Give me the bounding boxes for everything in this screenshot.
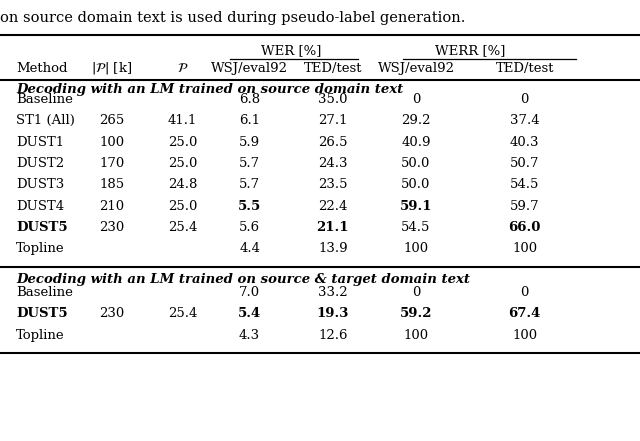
Text: 50.0: 50.0 — [401, 157, 431, 170]
Text: 4.4: 4.4 — [239, 243, 260, 255]
Text: 0: 0 — [412, 93, 420, 106]
Text: 22.4: 22.4 — [318, 200, 348, 213]
Text: 40.3: 40.3 — [510, 135, 540, 149]
Text: 4.3: 4.3 — [239, 329, 260, 342]
Text: 5.4: 5.4 — [238, 307, 261, 320]
Text: Baseline: Baseline — [16, 93, 73, 106]
Text: 210: 210 — [99, 200, 125, 213]
Text: 29.2: 29.2 — [401, 114, 431, 127]
Text: DUST4: DUST4 — [16, 200, 64, 213]
Text: 54.5: 54.5 — [510, 178, 540, 191]
Text: 50.0: 50.0 — [401, 178, 431, 191]
Text: DUST5: DUST5 — [16, 221, 68, 234]
Text: 230: 230 — [99, 307, 125, 320]
Text: ST1 (All): ST1 (All) — [16, 114, 75, 127]
Text: Decoding with an LM trained on source domain text: Decoding with an LM trained on source do… — [16, 83, 403, 96]
Text: DUST5: DUST5 — [16, 307, 68, 320]
Text: 0: 0 — [520, 93, 529, 106]
Text: WSJ/eval92: WSJ/eval92 — [378, 62, 454, 75]
Text: 50.7: 50.7 — [510, 157, 540, 170]
Text: TED/test: TED/test — [303, 62, 362, 75]
Text: Topline: Topline — [16, 243, 65, 255]
Text: 25.0: 25.0 — [168, 135, 197, 149]
Text: 40.9: 40.9 — [401, 135, 431, 149]
Text: 100: 100 — [512, 243, 538, 255]
Text: on source domain text is used during pseudo-label generation.: on source domain text is used during pse… — [0, 11, 465, 25]
Text: 41.1: 41.1 — [168, 114, 197, 127]
Text: 37.4: 37.4 — [510, 114, 540, 127]
Text: 100: 100 — [99, 135, 125, 149]
Text: 23.5: 23.5 — [318, 178, 348, 191]
Text: DUST2: DUST2 — [16, 157, 64, 170]
Text: 12.6: 12.6 — [318, 329, 348, 342]
Text: Method: Method — [16, 62, 67, 75]
Text: 265: 265 — [99, 114, 125, 127]
Text: 185: 185 — [99, 178, 125, 191]
Text: 5.9: 5.9 — [239, 135, 260, 149]
Text: 5.7: 5.7 — [239, 178, 260, 191]
Text: DUST1: DUST1 — [16, 135, 64, 149]
Text: Topline: Topline — [16, 329, 65, 342]
Text: 24.3: 24.3 — [318, 157, 348, 170]
Text: $\mathcal{P}$: $\mathcal{P}$ — [177, 62, 188, 75]
Text: 24.8: 24.8 — [168, 178, 197, 191]
Text: 230: 230 — [99, 221, 125, 234]
Text: 21.1: 21.1 — [317, 221, 349, 234]
Text: 5.6: 5.6 — [239, 221, 260, 234]
Text: 100: 100 — [403, 329, 429, 342]
Text: TED/test: TED/test — [495, 62, 554, 75]
Text: DUST3: DUST3 — [16, 178, 64, 191]
Text: Decoding with an LM trained on source & target domain text: Decoding with an LM trained on source & … — [16, 273, 470, 286]
Text: 67.4: 67.4 — [509, 307, 541, 320]
Text: 0: 0 — [412, 286, 420, 299]
Text: 25.0: 25.0 — [168, 157, 197, 170]
Text: 59.2: 59.2 — [400, 307, 432, 320]
Text: 25.0: 25.0 — [168, 200, 197, 213]
Text: 54.5: 54.5 — [401, 221, 431, 234]
Text: 59.1: 59.1 — [400, 200, 432, 213]
Text: 27.1: 27.1 — [318, 114, 348, 127]
Text: 26.5: 26.5 — [318, 135, 348, 149]
Text: 100: 100 — [512, 329, 538, 342]
Text: WSJ/eval92: WSJ/eval92 — [211, 62, 288, 75]
Text: 59.7: 59.7 — [510, 200, 540, 213]
Text: 5.5: 5.5 — [238, 200, 261, 213]
Text: 33.2: 33.2 — [318, 286, 348, 299]
Text: Baseline: Baseline — [16, 286, 73, 299]
Text: 6.8: 6.8 — [239, 93, 260, 106]
Text: 66.0: 66.0 — [509, 221, 541, 234]
Text: 13.9: 13.9 — [318, 243, 348, 255]
Text: 35.0: 35.0 — [318, 93, 348, 106]
Text: 0: 0 — [520, 286, 529, 299]
Text: 7.0: 7.0 — [239, 286, 260, 299]
Text: WERR [%]: WERR [%] — [435, 44, 506, 57]
Text: 25.4: 25.4 — [168, 221, 197, 234]
Text: 170: 170 — [99, 157, 125, 170]
Text: 6.1: 6.1 — [239, 114, 260, 127]
Text: 100: 100 — [403, 243, 429, 255]
Text: $|\mathcal{P}|$ [k]: $|\mathcal{P}|$ [k] — [92, 60, 132, 76]
Text: WER [%]: WER [%] — [261, 44, 321, 57]
Text: 19.3: 19.3 — [317, 307, 349, 320]
Text: 5.7: 5.7 — [239, 157, 260, 170]
Text: 25.4: 25.4 — [168, 307, 197, 320]
